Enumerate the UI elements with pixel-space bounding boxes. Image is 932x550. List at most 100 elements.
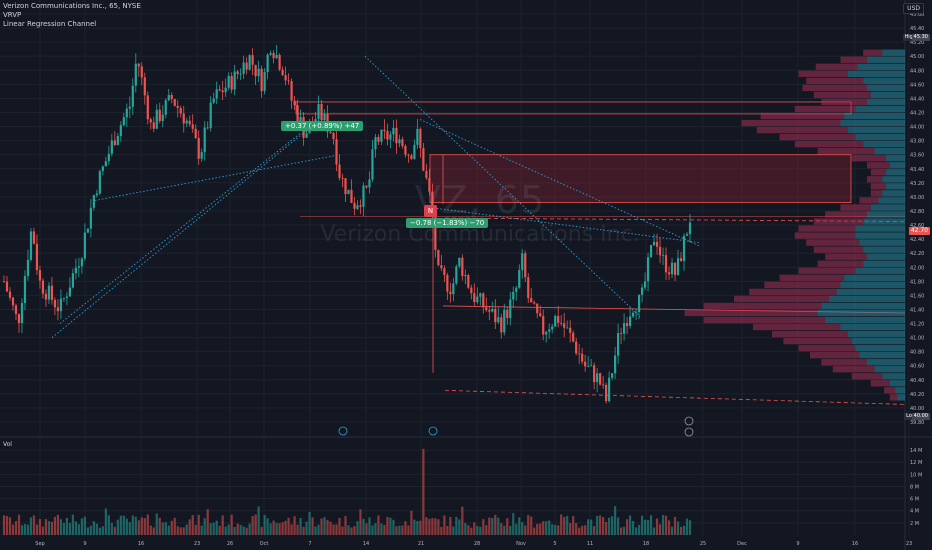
volume-bar [605, 522, 608, 535]
volume-bar [32, 515, 36, 535]
profile-bar-up [870, 91, 905, 99]
candle-up [476, 296, 479, 303]
candle-down [599, 373, 602, 385]
candle-up [161, 114, 164, 122]
candle-down [149, 119, 152, 123]
profile-bar-up [851, 337, 905, 345]
volume-bar [56, 514, 60, 535]
resistance-zone-mid [429, 154, 852, 203]
volume-bar [386, 516, 389, 535]
candle-up [200, 152, 203, 159]
candle-down [473, 293, 476, 303]
profile-bar-down [756, 126, 848, 134]
volume-bar [661, 514, 665, 535]
profile-bar-up [889, 380, 905, 387]
volume-bar [679, 526, 683, 535]
profile-bar-up [867, 211, 905, 218]
candle-down [293, 100, 296, 106]
candle-up [83, 232, 86, 259]
volume-bar [581, 525, 584, 535]
profile-bar-up [882, 176, 905, 183]
candle-down [152, 122, 155, 129]
candle-up [26, 259, 30, 277]
time-tick-label: Oct [260, 541, 269, 547]
volume-bar [305, 521, 308, 535]
currency-selector[interactable]: USD [903, 3, 924, 14]
profile-bar-up [878, 197, 905, 204]
candle-up [458, 257, 461, 267]
volume-bar [236, 523, 239, 535]
volume-bar [452, 526, 455, 535]
candle-down [287, 80, 290, 82]
volume-bar [515, 523, 518, 535]
volume-bar [637, 524, 641, 535]
profile-bar-up [840, 281, 905, 289]
volume-bar [206, 509, 209, 535]
volume-bar [59, 519, 63, 535]
volume-bar [578, 527, 581, 535]
volume-bar [599, 515, 602, 535]
volume-pane-label[interactable]: Vol [3, 441, 12, 448]
symbol-title[interactable]: Verizon Communications Inc., 65, NYSE [3, 2, 141, 10]
volume-bar [311, 517, 314, 535]
volume-bar [230, 514, 233, 535]
candle-up [614, 355, 617, 374]
measure-label-down[interactable]: −0.78 (−1.83%) −70 [406, 218, 489, 228]
earnings-marker-icon [428, 426, 438, 436]
volume-bar [254, 514, 257, 535]
volume-bar [62, 522, 66, 535]
candle-down [395, 127, 398, 144]
candle-up [101, 166, 104, 172]
volume-bar [494, 514, 497, 535]
profile-bar-down [815, 63, 858, 70]
dotted-trendline [364, 55, 641, 317]
volume-bar [194, 524, 197, 535]
profile-bar-down [703, 316, 826, 324]
volume-bar [338, 518, 341, 535]
candle-down [679, 258, 683, 261]
volume-bar [413, 519, 416, 535]
channel-lower-dashed [444, 389, 906, 405]
volume-bar [509, 525, 512, 535]
candle-down [191, 124, 194, 129]
flag-badge[interactable]: N [424, 205, 437, 217]
candle-up [491, 308, 494, 312]
volume-bar [593, 526, 596, 535]
volume-bar [101, 526, 104, 535]
volume-bar [257, 506, 260, 535]
measure-label-up[interactable]: +0.37 (+0.89%) +47 [281, 121, 364, 131]
volume-bar [320, 518, 323, 535]
volume-bar [530, 516, 533, 535]
candle-down [527, 277, 530, 299]
volume-bar [29, 517, 33, 535]
volume-bar [197, 514, 200, 535]
volume-bar [161, 522, 164, 535]
profile-bar-up [882, 373, 905, 380]
candle-up [649, 245, 653, 258]
candle-down [113, 140, 116, 146]
volume-bar [53, 516, 57, 535]
candle-up [497, 317, 500, 323]
time-tick-label: 7 [308, 541, 311, 547]
volume-bar [41, 526, 45, 535]
profile-bar-up [874, 148, 905, 155]
dotted-trendline [51, 119, 321, 338]
volume-bar [323, 517, 326, 535]
volume-bar [443, 515, 446, 535]
candle-up [356, 205, 359, 209]
volume-bar [392, 519, 395, 535]
volume-bar [614, 506, 617, 535]
candle-down [206, 127, 209, 129]
profile-bar-up [821, 302, 905, 310]
volume-bar [224, 526, 227, 535]
vrvp-indicator-label[interactable]: VRVP [3, 11, 22, 19]
profile-bar-up [840, 119, 905, 127]
volume-bar [380, 523, 383, 535]
volume-bar [260, 526, 263, 535]
candle-down [383, 129, 386, 132]
candle-up [263, 72, 266, 92]
profile-bar-down [749, 288, 837, 296]
regression-indicator-label[interactable]: Linear Regression Channel [3, 20, 97, 28]
